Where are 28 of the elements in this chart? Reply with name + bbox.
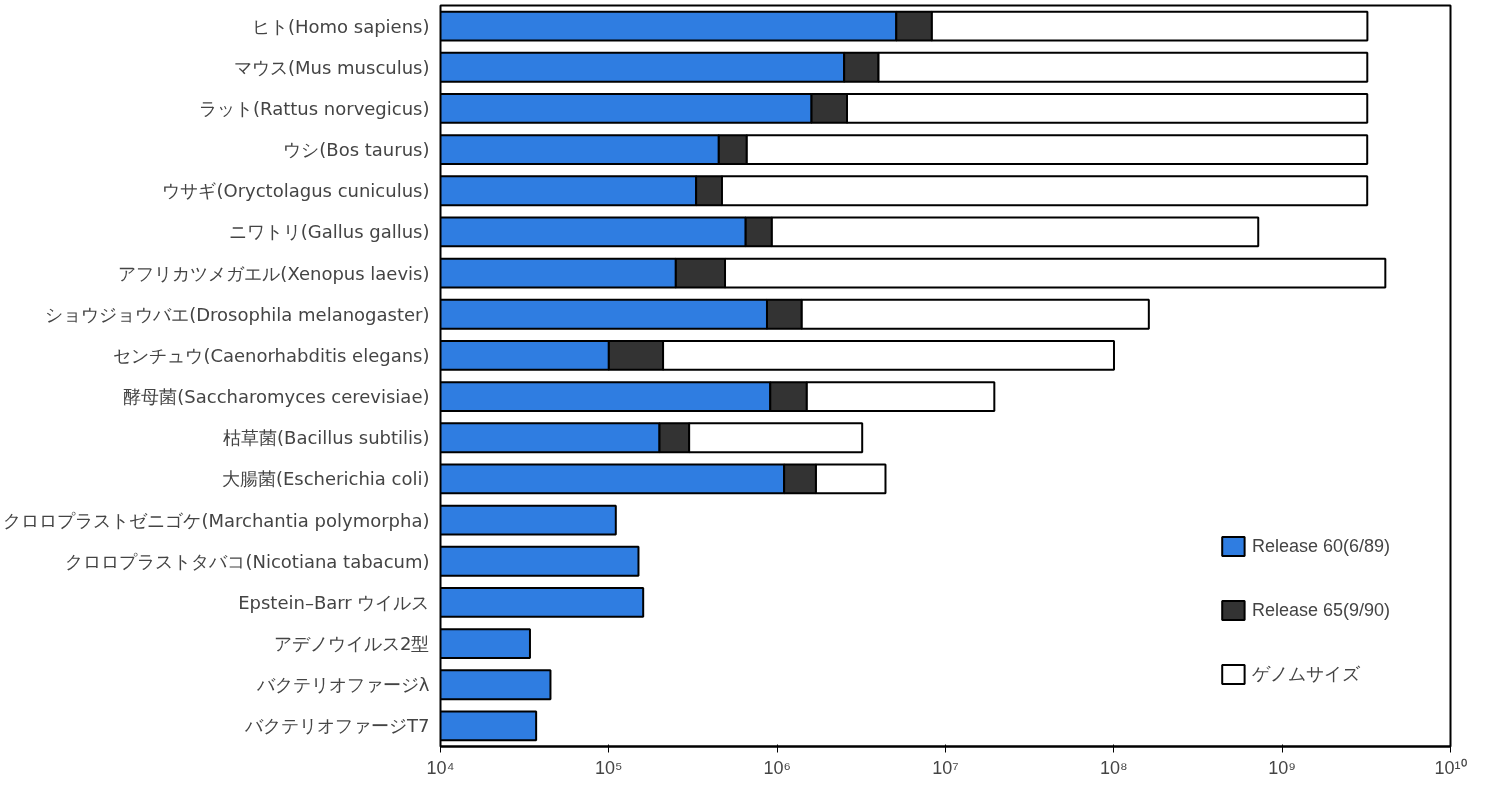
y-tick-label: ニワトリ(Gallus gallus) [228,221,430,243]
y-tick-label: ウシ(Bos taurus) [283,139,430,161]
x-tick-label: 10⁵ [595,757,623,778]
x-tick-label: 10⁸ [1100,757,1128,778]
x-tick-label: 10⁴ [426,757,455,778]
y-tick-label: バクテリオファージλ [255,674,430,696]
y-tick-label: 枯草菌(Bacillus subtilis) [223,427,430,449]
y-tick-label: ショウジョウバエ(Drosophila melanogaster) [45,303,430,325]
x-tick-label: 10⁶ [763,757,791,778]
legend-label: Release 65(9/90) [1251,599,1390,621]
y-tick-label: バクテリオファージT7 [244,715,430,737]
y-tick-label: クロロプラストゼニゴケ(Marchantia polymorpha) [3,509,430,531]
legend-label: Release 60(6/89) [1251,535,1390,557]
y-tick-label: クロロプラストタバコ(Nicotiana tabacum) [65,550,430,572]
y-tick-label: ヒト(Homo sapiens) [251,15,430,37]
y-tick-label: アフリカツメガエル(Xenopus laevis) [118,262,430,284]
y-tick-label: アデノウイルス2型 [274,633,430,655]
y-tick-label: 酵母菌(Saccharomyces cerevisiae) [123,386,430,408]
y-tick-label: マウス(Mus musculus) [234,56,430,78]
x-tick-label: 10¹⁰ [1434,757,1467,778]
y-tick-label: 大腸菌(Escherichia coli) [221,468,430,490]
legend-label: ゲノムサイズ [1251,663,1360,686]
y-tick-label: ラット(Rattus norvegicus) [199,97,430,119]
y-tick-label: ウサギ(Oryctolagus cuniculus) [162,180,430,202]
x-tick-label: 10⁹ [1268,757,1297,778]
y-tick-label: Epstein–Barr ウイルス [238,591,430,613]
x-tick-label: 10⁷ [932,757,959,778]
y-tick-label: センチュウ(Caenorhabditis elegans) [113,344,430,366]
